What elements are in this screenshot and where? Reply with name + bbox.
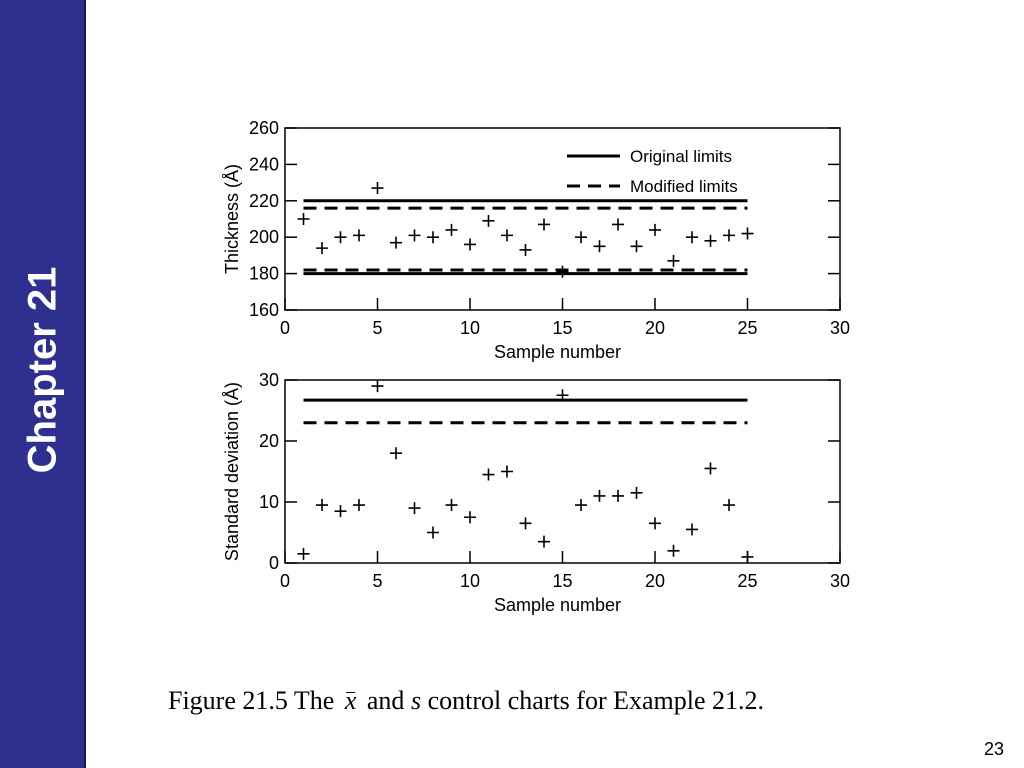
data-point xyxy=(445,223,458,236)
x-tick-label: 5 xyxy=(372,318,382,338)
data-point xyxy=(316,242,328,255)
x-tick-label: 5 xyxy=(372,571,382,591)
data-point xyxy=(482,214,495,227)
y-tick-label: 200 xyxy=(249,227,279,247)
y-axis-title: Thickness (Å) xyxy=(222,164,242,274)
caption-prefix: Figure 21.5 The xyxy=(168,686,335,715)
figure-caption: Figure 21.5 The x and s control charts f… xyxy=(168,686,968,716)
data-point xyxy=(704,234,717,247)
data-point xyxy=(593,240,606,253)
data-point xyxy=(704,462,717,475)
data-point xyxy=(686,231,698,244)
data-point xyxy=(723,229,735,242)
chapter-sidebar: Chapter 21 xyxy=(0,0,86,768)
data-point xyxy=(630,240,643,253)
data-point xyxy=(501,465,513,478)
x-tick-label: 0 xyxy=(280,571,290,591)
data-point xyxy=(334,505,347,518)
x-tick-label: 20 xyxy=(645,571,665,591)
data-point xyxy=(741,550,754,563)
x-axis-title: Sample number xyxy=(494,342,621,362)
data-point xyxy=(445,499,458,512)
y-tick-label: 260 xyxy=(249,118,279,138)
x-axis-title: Sample number xyxy=(494,595,621,615)
data-point xyxy=(649,517,661,530)
y-tick-label: 240 xyxy=(249,154,279,174)
data-point xyxy=(723,499,735,512)
y-tick-label: 160 xyxy=(249,300,279,320)
y-tick-label: 20 xyxy=(259,431,279,451)
y-tick-label: 10 xyxy=(259,492,279,512)
page-number: 23 xyxy=(983,739,1004,759)
data-point xyxy=(353,229,365,242)
data-point xyxy=(575,231,587,244)
data-point xyxy=(371,182,384,195)
data-point xyxy=(649,223,661,236)
data-point xyxy=(390,236,402,249)
x-tick-label: 25 xyxy=(737,571,757,591)
caption-xbar-symbol: x xyxy=(341,686,361,716)
x-tick-label: 30 xyxy=(830,318,850,338)
data-point xyxy=(538,218,550,231)
data-point xyxy=(464,511,476,524)
data-point xyxy=(556,389,569,402)
data-point xyxy=(427,526,439,539)
data-point xyxy=(741,227,754,240)
legend-label: Original limits xyxy=(630,147,732,166)
y-axis-title: Standard deviation (Å) xyxy=(222,382,242,561)
x-tick-label: 15 xyxy=(552,318,572,338)
data-point xyxy=(667,544,680,557)
caption-s-symbol: s xyxy=(410,686,422,715)
y-tick-label: 220 xyxy=(249,191,279,211)
data-point xyxy=(408,229,421,242)
data-point xyxy=(427,231,439,244)
y-tick-label: 30 xyxy=(259,370,279,390)
data-point xyxy=(353,499,365,512)
data-point xyxy=(556,265,569,278)
data-point xyxy=(390,447,402,460)
data-point xyxy=(297,547,310,560)
x-tick-label: 0 xyxy=(280,318,290,338)
x-tick-label: 20 xyxy=(645,318,665,338)
x-tick-label: 15 xyxy=(552,571,572,591)
data-point xyxy=(667,254,680,267)
data-point xyxy=(408,502,421,515)
data-point xyxy=(538,535,550,548)
y-tick-label: 180 xyxy=(249,264,279,284)
data-point xyxy=(316,499,328,512)
data-point xyxy=(519,517,532,530)
data-point xyxy=(575,499,587,512)
caption-suffix: control charts for Example 21.2. xyxy=(427,686,765,715)
data-point xyxy=(519,243,532,256)
data-point xyxy=(371,380,384,393)
data-point xyxy=(612,218,624,231)
data-point xyxy=(464,238,476,251)
x-tick-label: 25 xyxy=(737,318,757,338)
x-tick-label: 10 xyxy=(460,571,480,591)
legend-label: Modified limits xyxy=(630,177,738,196)
plot-frame-1 xyxy=(284,127,841,311)
y-tick-label: 0 xyxy=(269,553,279,573)
data-point xyxy=(630,486,643,499)
data-point xyxy=(334,231,347,244)
plot-frame-2 xyxy=(284,379,841,564)
caption-and: and xyxy=(366,686,405,715)
data-point xyxy=(482,468,495,481)
x-tick-label: 10 xyxy=(460,318,480,338)
x-tick-label: 30 xyxy=(830,571,850,591)
data-point xyxy=(612,489,624,502)
data-point xyxy=(297,213,310,225)
data-point xyxy=(501,229,513,242)
data-point xyxy=(593,489,606,502)
data-point xyxy=(686,523,698,536)
